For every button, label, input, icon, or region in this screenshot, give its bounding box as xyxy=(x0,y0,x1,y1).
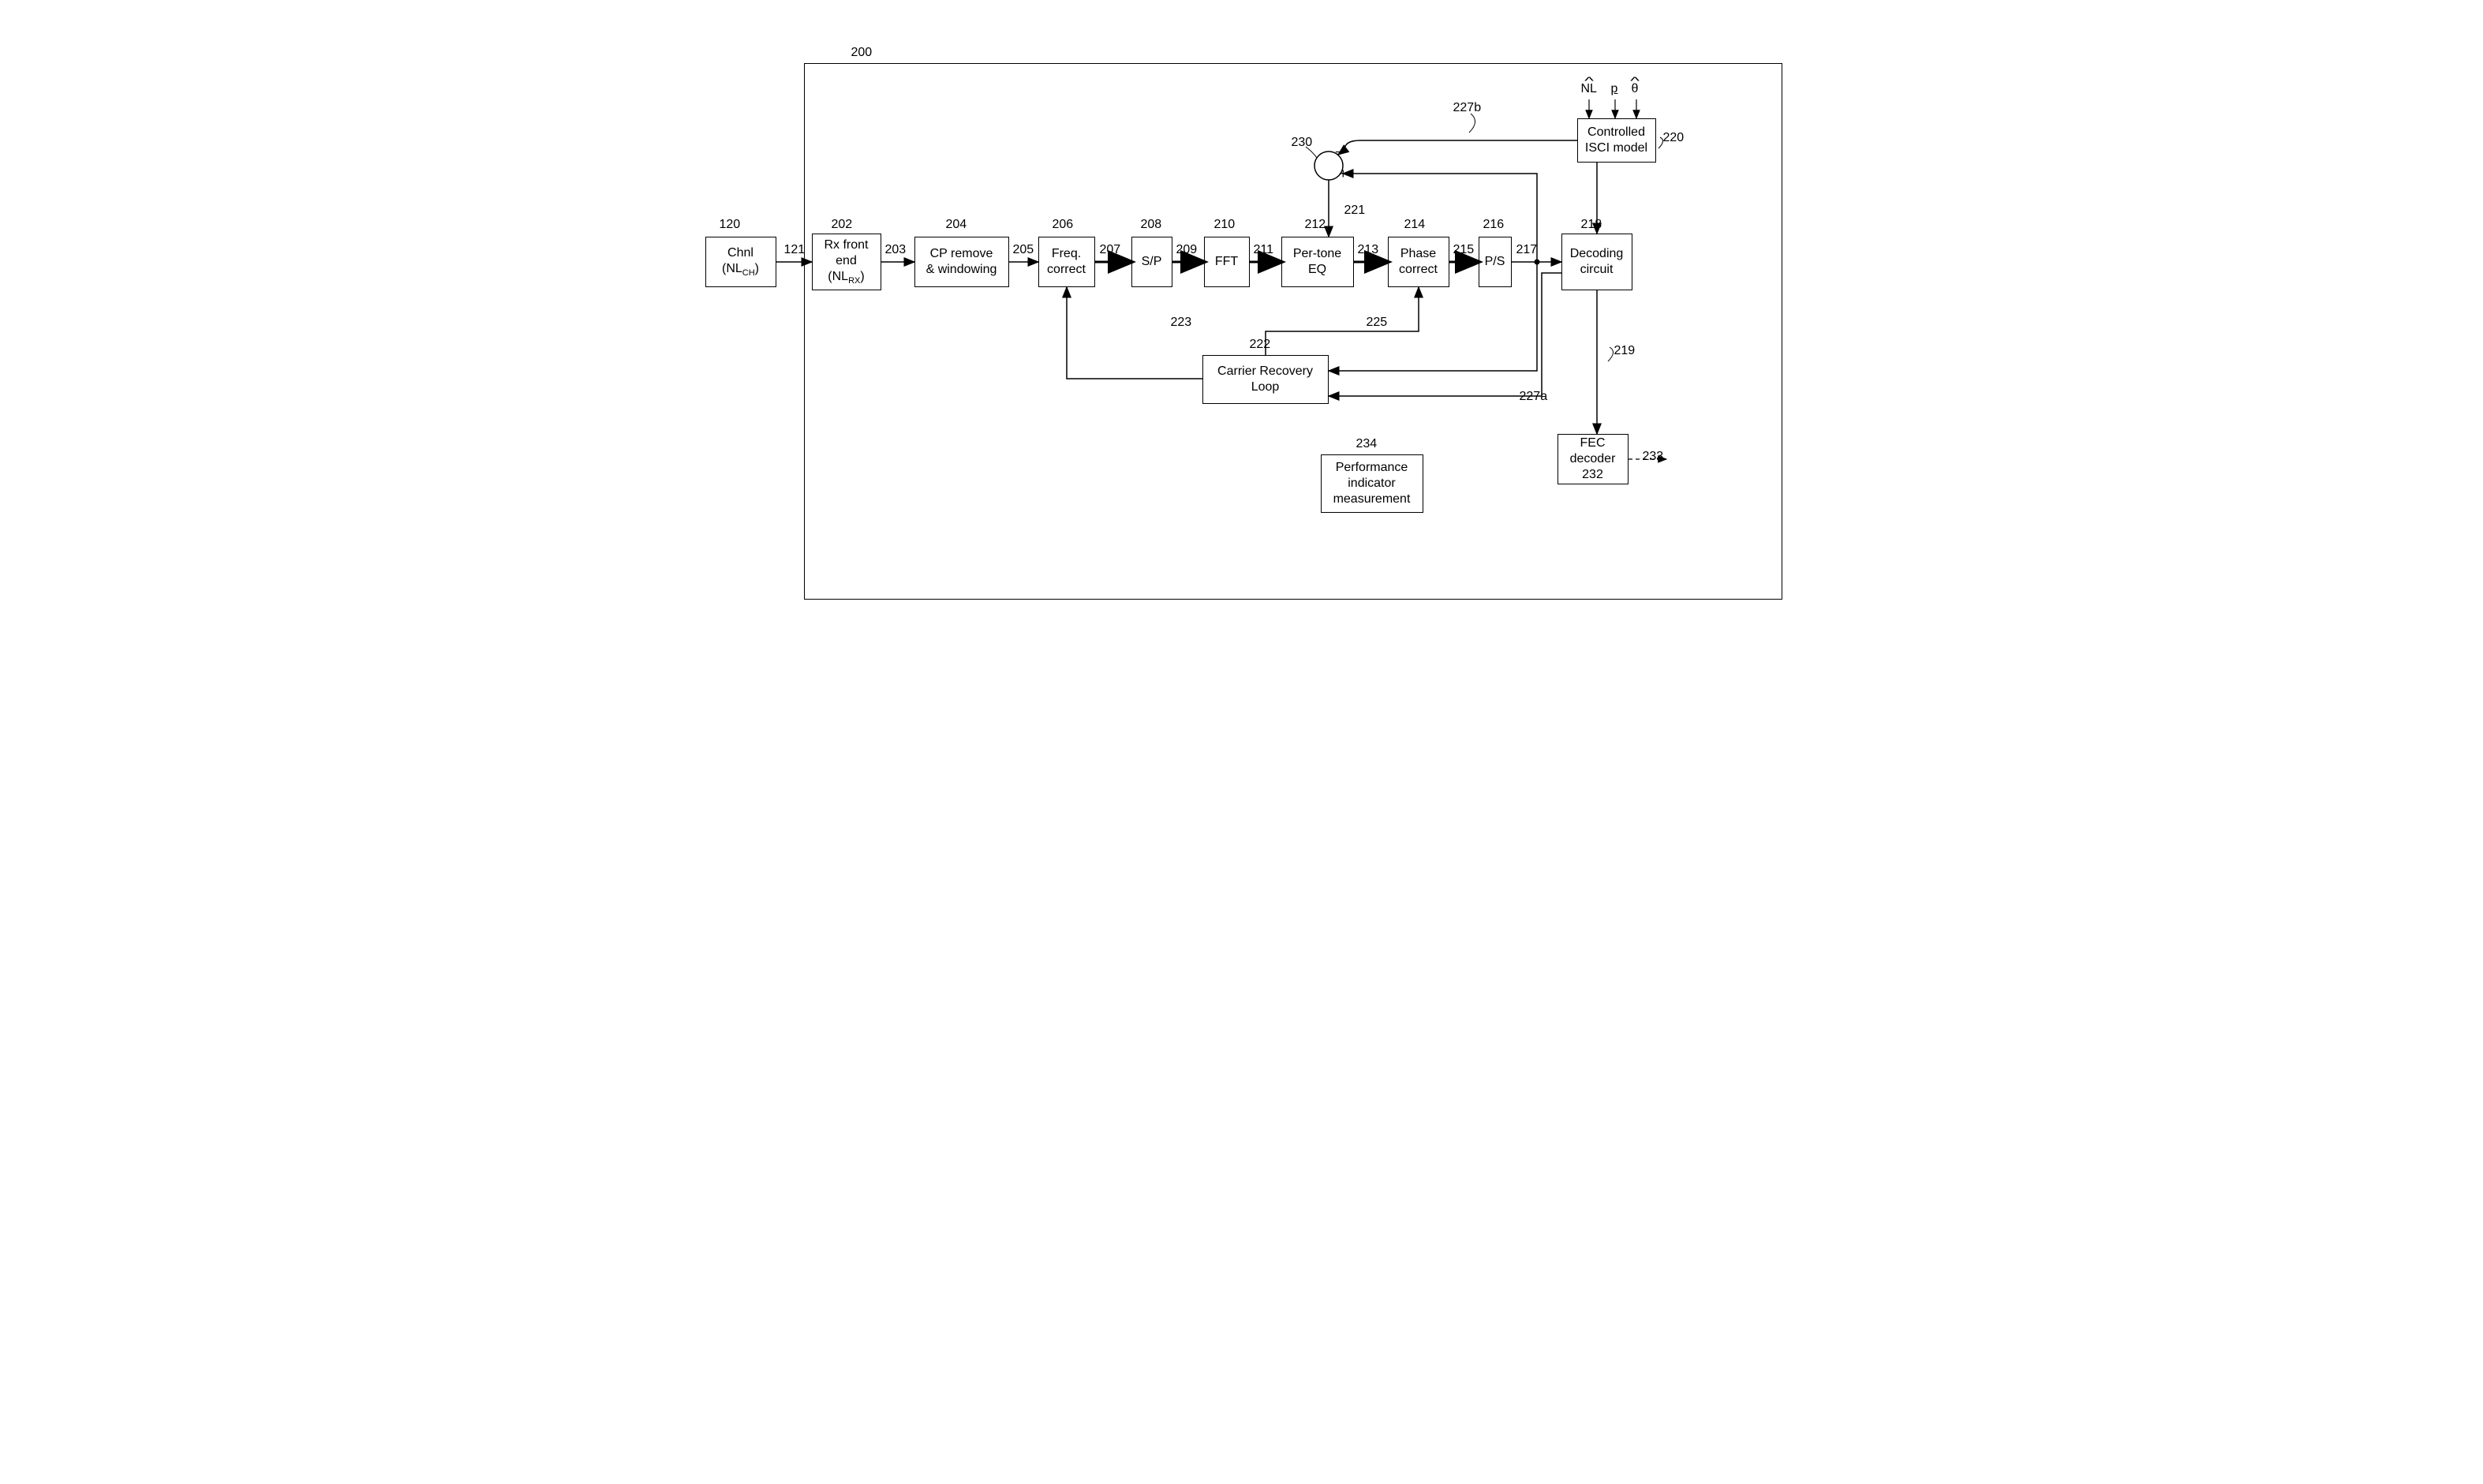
ref-200: 200 xyxy=(851,46,873,60)
ref-208: 208 xyxy=(1141,218,1162,232)
text: S/P xyxy=(1142,254,1162,270)
text: 232 xyxy=(1582,467,1603,483)
text: FFT xyxy=(1215,254,1238,270)
ref-212: 212 xyxy=(1305,218,1326,232)
text: CP remove xyxy=(930,246,993,262)
ref-204: 204 xyxy=(946,218,967,232)
ref-230: 230 xyxy=(1292,136,1313,150)
text: Freq. xyxy=(1052,246,1081,262)
ref-220: 220 xyxy=(1663,131,1685,145)
text: (NLCH) xyxy=(722,261,759,279)
sig-205: 205 xyxy=(1013,243,1034,257)
text: indicator xyxy=(1348,476,1395,492)
block-freq: Freq. correct xyxy=(1038,237,1095,287)
sig-225: 225 xyxy=(1367,316,1388,330)
input-p-under: p xyxy=(1611,82,1618,96)
block-fec: FEC decoder 232 xyxy=(1557,434,1629,484)
ref-222: 222 xyxy=(1250,338,1271,352)
text: Controlled xyxy=(1587,125,1645,140)
block-rxfront: Rx front end (NLRX) xyxy=(812,234,881,290)
text: Per-tone xyxy=(1293,246,1341,262)
sig-227b: 227b xyxy=(1453,101,1482,115)
block-sp: S/P xyxy=(1131,237,1172,287)
ref-214: 214 xyxy=(1404,218,1426,232)
text: end xyxy=(836,253,857,269)
input-theta-hat: θ xyxy=(1632,82,1639,96)
text: circuit xyxy=(1580,262,1614,278)
ref-210: 210 xyxy=(1214,218,1236,232)
text: P/S xyxy=(1485,254,1505,270)
ref-234: 234 xyxy=(1356,437,1378,451)
ref-120: 120 xyxy=(720,218,741,232)
sig-203: 203 xyxy=(885,243,907,257)
sig-209: 209 xyxy=(1176,243,1198,257)
block-ps: P/S xyxy=(1479,237,1512,287)
ref-202: 202 xyxy=(832,218,853,232)
sig-213: 213 xyxy=(1358,243,1379,257)
ref-206: 206 xyxy=(1053,218,1074,232)
block-chnl: Chnl (NLCH) xyxy=(705,237,776,287)
block-fft: FFT xyxy=(1204,237,1250,287)
sig-215: 215 xyxy=(1453,243,1475,257)
text: decoder xyxy=(1570,451,1616,467)
block-perf: Performance indicator measurement xyxy=(1321,454,1423,513)
sig-227a: 227a xyxy=(1520,390,1548,404)
text: correct xyxy=(1399,262,1438,278)
ref-218: 218 xyxy=(1581,218,1602,232)
text: Phase xyxy=(1400,246,1436,262)
sig-233: 233 xyxy=(1643,450,1664,464)
diagram-canvas: 200 Chnl (NLCH) 120 Rx front end (NLRX) … xyxy=(682,32,1802,663)
text: & windowing xyxy=(926,262,997,278)
text: (NLRX) xyxy=(828,269,864,287)
text: correct xyxy=(1047,262,1086,278)
text: Performance xyxy=(1336,460,1408,476)
sig-219: 219 xyxy=(1614,344,1636,358)
input-nl-hat: NL xyxy=(1581,82,1597,96)
text: measurement xyxy=(1333,492,1411,507)
text: Loop xyxy=(1251,379,1280,395)
text: EQ xyxy=(1308,262,1326,278)
text: ISCI model xyxy=(1585,140,1647,156)
text: FEC xyxy=(1580,435,1606,451)
block-pertone: Per-tone EQ xyxy=(1281,237,1354,287)
text: Decoding xyxy=(1570,246,1624,262)
sig-217: 217 xyxy=(1516,243,1538,257)
sig-121: 121 xyxy=(784,243,806,257)
text: Carrier Recovery xyxy=(1217,364,1313,379)
block-cpremove: CP remove & windowing xyxy=(914,237,1009,287)
block-decoding: Decoding circuit xyxy=(1561,234,1632,290)
ref-216: 216 xyxy=(1483,218,1505,232)
sig-211: 211 xyxy=(1254,243,1274,257)
sig-223: 223 xyxy=(1171,316,1192,330)
sig-207: 207 xyxy=(1100,243,1121,257)
sig-221: 221 xyxy=(1344,204,1366,218)
text: Chnl xyxy=(727,245,754,261)
block-phase: Phase correct xyxy=(1388,237,1449,287)
text: Rx front xyxy=(824,237,868,253)
block-carrier: Carrier Recovery Loop xyxy=(1202,355,1329,404)
block-isci: Controlled ISCI model xyxy=(1577,118,1656,163)
